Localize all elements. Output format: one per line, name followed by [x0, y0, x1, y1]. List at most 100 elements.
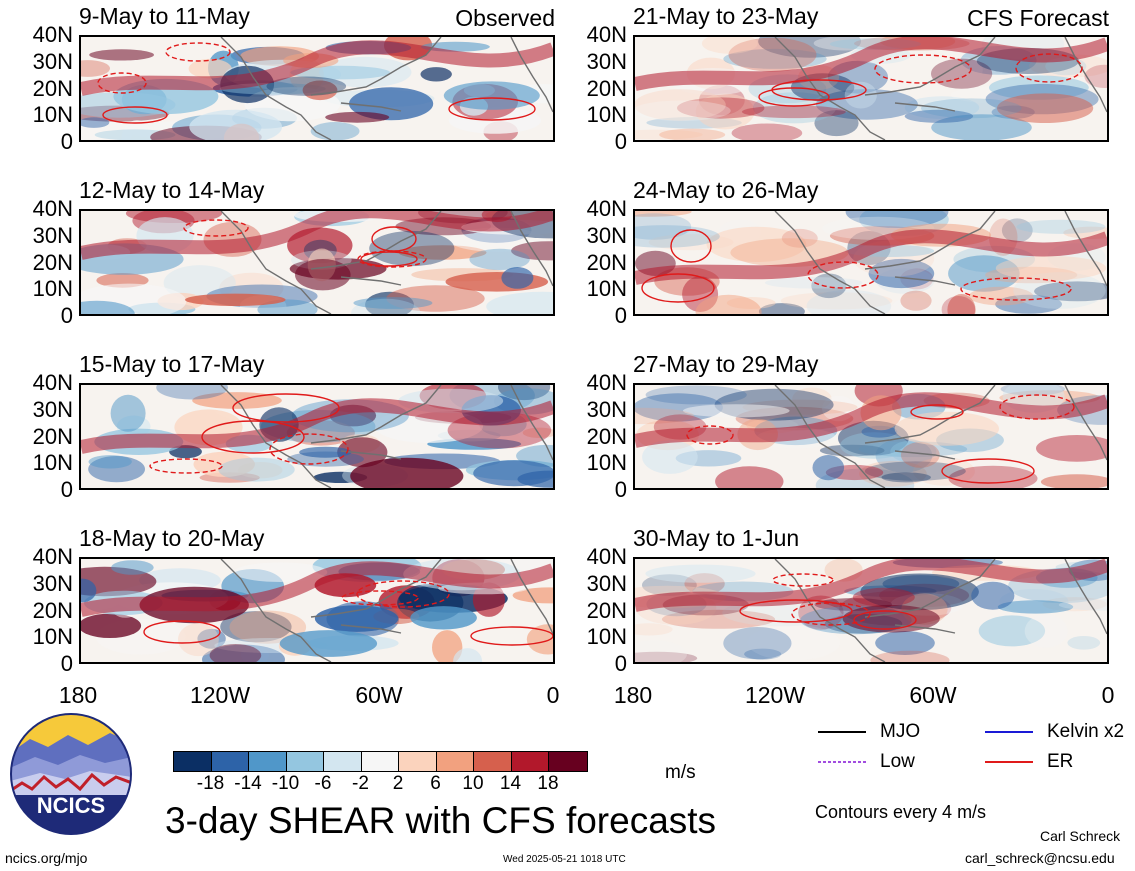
shear-map — [633, 35, 1109, 142]
legend-label: Low — [880, 751, 915, 772]
legend-item-mjo: MJO — [818, 721, 920, 743]
colorbar-segment — [211, 752, 249, 771]
shear-field — [81, 385, 553, 488]
colorbar-segment — [249, 752, 287, 771]
footer-url[interactable]: ncics.org/mjo — [5, 850, 88, 866]
solid-line-icon — [818, 731, 866, 733]
y-tick-label: 40N — [32, 22, 73, 47]
legend-item-er: ER — [985, 751, 1073, 773]
shear-map — [633, 557, 1109, 664]
y-tick-label: 0 — [60, 129, 73, 154]
colorbar-segment — [474, 752, 512, 771]
y-tick-label: 40N — [586, 370, 627, 395]
colorbar-tick-label: 18 — [537, 773, 559, 794]
shear-map — [633, 209, 1109, 316]
colorbar — [173, 751, 588, 772]
ncics-logo-icon[interactable]: NCICS — [10, 713, 132, 835]
y-tick-label: 40N — [32, 544, 73, 569]
shear-map — [79, 557, 555, 664]
x-tick-label: 60W — [355, 682, 403, 708]
y-tick-label: 20N — [32, 249, 73, 275]
y-tick-label: 20N — [32, 423, 73, 449]
y-tick-label: 10N — [586, 276, 627, 302]
y-tick-label: 20N — [586, 75, 627, 101]
y-tick-label: 20N — [32, 597, 73, 623]
y-tick-label: 0 — [60, 303, 73, 328]
x-tick-label: 120W — [744, 682, 806, 708]
shear-map — [79, 35, 555, 142]
shear-field — [81, 37, 553, 140]
footer-author: Carl Schreck — [1040, 828, 1121, 844]
colorbar-unit: m/s — [665, 762, 696, 783]
colorbar-tick-label: 2 — [392, 773, 404, 794]
colorbar-segment — [361, 752, 399, 771]
panel-tag: Observed — [455, 5, 555, 31]
x-tick-label: 180 — [613, 682, 653, 708]
y-tick-label: 0 — [614, 477, 627, 502]
y-tick-label: 20N — [586, 597, 627, 623]
y-tick-label: 0 — [614, 129, 627, 154]
y-tick-label: 30N — [32, 48, 73, 74]
x-tick-label: 120W — [189, 682, 251, 708]
colorbar-tick-label: -18 — [196, 773, 225, 794]
colorbar-tick-label: -10 — [271, 773, 300, 794]
x-tick-label: 0 — [1101, 682, 1115, 708]
legend-label: MJO — [880, 721, 921, 742]
x-tick-label: 60W — [909, 682, 957, 708]
solid-line-icon — [985, 731, 1033, 733]
colorbar-segment — [511, 752, 549, 771]
shear-map — [79, 383, 555, 490]
colorbar-segment — [549, 752, 587, 771]
y-tick-label: 30N — [586, 396, 627, 422]
panel-title: 12-May to 14-May — [79, 177, 265, 203]
y-tick-label: 10N — [32, 276, 73, 302]
y-tick-label: 0 — [60, 651, 73, 676]
legend-item-low: Low — [818, 751, 915, 773]
colorbar-tick-label: -14 — [234, 773, 262, 794]
colorbar-segment — [174, 752, 212, 771]
logo-text: NCICS — [37, 793, 105, 818]
solid-line-icon — [985, 761, 1033, 763]
panel-title: 30-May to 1-Jun — [633, 525, 800, 551]
y-tick-label: 30N — [586, 48, 627, 74]
y-tick-label: 30N — [32, 570, 73, 596]
colorbar-segment — [436, 752, 474, 771]
y-tick-label: 0 — [60, 477, 73, 502]
panel-title: 15-May to 17-May — [79, 351, 265, 377]
panel-title: 27-May to 29-May — [633, 351, 819, 377]
y-tick-label: 30N — [32, 222, 73, 248]
y-tick-label: 40N — [586, 544, 627, 569]
y-tick-label: 30N — [586, 222, 627, 248]
panel-title: 9-May to 11-May — [79, 3, 250, 29]
shear-field — [635, 211, 1107, 314]
y-tick-label: 0 — [614, 651, 627, 676]
colorbar-segment — [399, 752, 437, 771]
shear-field — [635, 559, 1107, 662]
colorbar-tick-label: -6 — [314, 773, 332, 794]
y-tick-label: 10N — [32, 450, 73, 476]
legend-note: Contours every 4 m/s — [815, 802, 987, 822]
page-title: 3-day SHEAR with CFS forecasts — [165, 800, 717, 841]
colorbar-tick-label: 14 — [499, 773, 522, 794]
y-tick-label: 10N — [586, 450, 627, 476]
footer-email[interactable]: carl_schreck@ncsu.edu — [965, 850, 1115, 866]
dotted-line-icon — [818, 761, 866, 763]
y-tick-label: 10N — [32, 102, 73, 128]
colorbar-segment — [286, 752, 324, 771]
y-tick-label: 10N — [586, 102, 627, 128]
x-tick-label: 0 — [546, 682, 560, 708]
panel-title: 24-May to 26-May — [633, 177, 819, 203]
panel-tag: CFS Forecast — [967, 5, 1109, 31]
y-tick-label: 30N — [32, 396, 73, 422]
y-tick-label: 40N — [32, 196, 73, 221]
shear-map — [633, 383, 1109, 490]
shear-map — [79, 209, 555, 316]
panel-title: 21-May to 23-May — [633, 3, 819, 29]
x-tick-label: 180 — [58, 682, 98, 708]
panel-title: 18-May to 20-May — [79, 525, 265, 551]
y-tick-label: 40N — [586, 196, 627, 221]
y-tick-label: 40N — [586, 22, 627, 47]
y-tick-label: 0 — [614, 303, 627, 328]
y-tick-label: 40N — [32, 370, 73, 395]
shear-field — [635, 385, 1107, 488]
